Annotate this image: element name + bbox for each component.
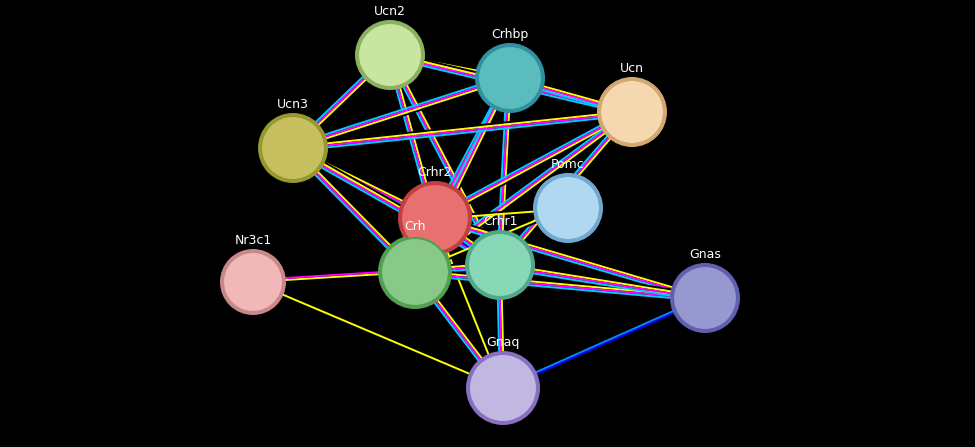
Text: Gnas: Gnas bbox=[689, 248, 721, 261]
Circle shape bbox=[468, 233, 532, 297]
Circle shape bbox=[220, 249, 286, 315]
Circle shape bbox=[401, 184, 469, 252]
Circle shape bbox=[378, 235, 452, 309]
Text: Crhr2: Crhr2 bbox=[417, 166, 452, 179]
Circle shape bbox=[355, 20, 425, 90]
Text: Crhbp: Crhbp bbox=[491, 28, 528, 41]
Circle shape bbox=[358, 23, 422, 87]
Circle shape bbox=[261, 116, 325, 180]
Text: Ucn3: Ucn3 bbox=[277, 98, 309, 111]
Circle shape bbox=[478, 46, 542, 110]
Circle shape bbox=[597, 77, 667, 147]
Circle shape bbox=[673, 266, 737, 330]
Circle shape bbox=[465, 230, 535, 300]
Text: Crh: Crh bbox=[405, 220, 426, 233]
Circle shape bbox=[466, 351, 540, 425]
Circle shape bbox=[223, 252, 283, 312]
Circle shape bbox=[475, 43, 545, 113]
Circle shape bbox=[381, 238, 449, 306]
Circle shape bbox=[533, 173, 603, 243]
Text: Crhr1: Crhr1 bbox=[483, 215, 518, 228]
Text: Nr3c1: Nr3c1 bbox=[234, 234, 272, 247]
Text: Pomc: Pomc bbox=[551, 158, 585, 171]
Circle shape bbox=[536, 176, 600, 240]
Circle shape bbox=[670, 263, 740, 333]
Circle shape bbox=[469, 354, 537, 422]
Circle shape bbox=[600, 80, 664, 144]
Circle shape bbox=[258, 113, 328, 183]
Circle shape bbox=[398, 181, 472, 255]
Text: Ucn: Ucn bbox=[620, 62, 644, 75]
Text: Ucn2: Ucn2 bbox=[374, 5, 406, 18]
Text: Gnaq: Gnaq bbox=[487, 336, 520, 349]
